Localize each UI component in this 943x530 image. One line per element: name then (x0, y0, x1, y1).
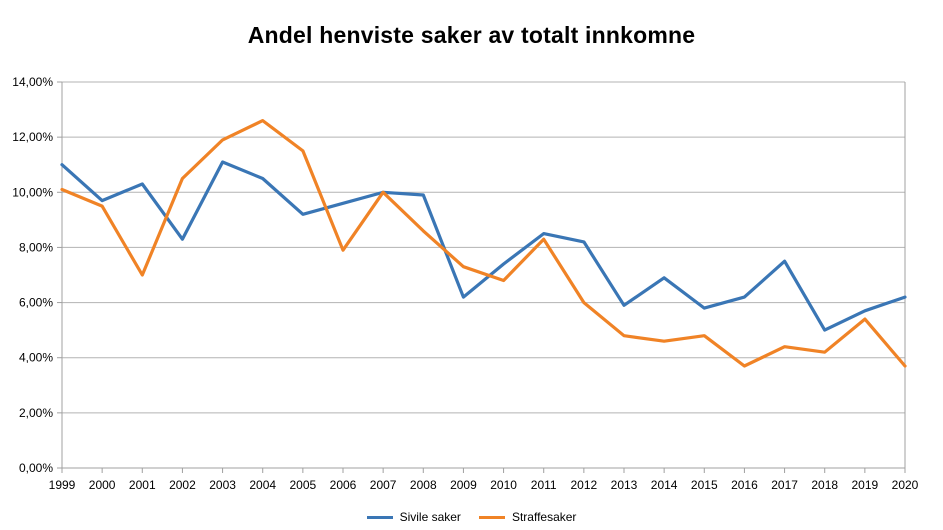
x-axis-label: 2016 (731, 478, 758, 492)
x-axis-label: 2006 (330, 478, 357, 492)
legend-item-straffesaker: Straffesaker (478, 510, 577, 524)
x-axis-label: 2008 (410, 478, 437, 492)
y-axis-label: 8,00% (19, 240, 53, 254)
y-axis-label: 6,00% (19, 296, 53, 310)
x-axis-label: 2014 (651, 478, 678, 492)
chart-title: Andel henviste saker av totalt innkomne (247, 22, 696, 48)
chart-legend: Sivile saker Straffesaker (0, 510, 943, 524)
x-axis-label: 2018 (811, 478, 838, 492)
y-axis-label: 4,00% (19, 351, 53, 365)
legend-swatch-straffesaker (478, 515, 505, 519)
legend-label-sivile-saker: Sivile saker (399, 510, 461, 524)
y-axis-label: 12,00% (12, 130, 53, 144)
x-axis-label: 2011 (531, 478, 557, 492)
y-axis-label: 2,00% (19, 406, 53, 420)
x-axis-label: 2001 (129, 478, 156, 492)
x-axis-label: 2003 (209, 478, 236, 492)
x-axis-label: 2005 (290, 478, 317, 492)
x-axis-label: 2000 (89, 478, 116, 492)
y-axis-label: 14,00% (12, 75, 53, 89)
x-axis-label: 2007 (370, 478, 397, 492)
x-axis-label: 2012 (571, 478, 598, 492)
x-axis-label: 2010 (490, 478, 517, 492)
x-axis-label: 2004 (249, 478, 276, 492)
y-axis-label: 10,00% (12, 185, 53, 199)
x-axis-label: 2013 (611, 478, 638, 492)
x-axis-label: 2019 (852, 478, 879, 492)
x-axis-label: 2020 (892, 478, 919, 492)
x-axis-label: 2017 (771, 478, 798, 492)
x-axis-label: 2009 (450, 478, 477, 492)
legend-swatch-sivile-saker (366, 515, 393, 519)
series-line-straffesaker (60, 118, 907, 368)
x-axis-label: 2002 (169, 478, 196, 492)
x-axis-label: 1999 (49, 478, 76, 492)
y-axis-label: 0,00% (19, 461, 53, 475)
legend-label-straffesaker: Straffesaker (511, 510, 577, 524)
x-axis-label: 2015 (691, 478, 718, 492)
legend-item-sivile-saker: Sivile saker (366, 510, 461, 524)
series-line-sivile-saker (60, 160, 907, 332)
